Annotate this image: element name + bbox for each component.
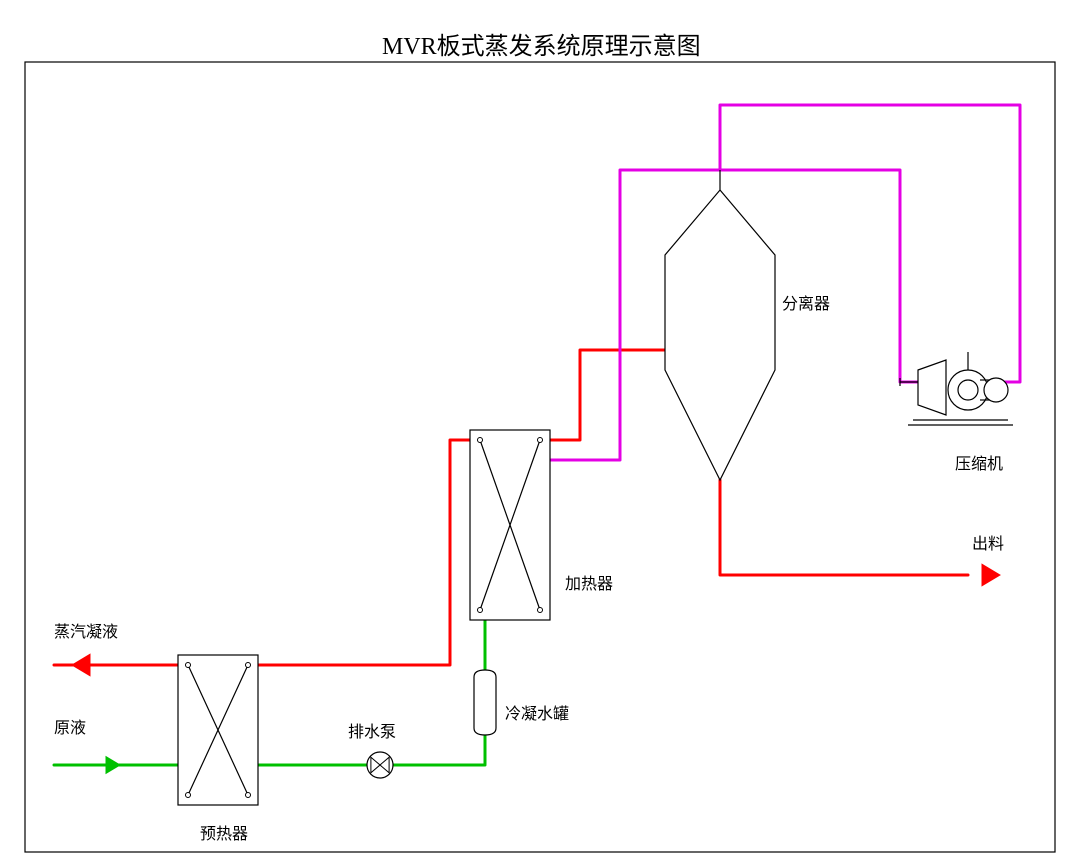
label-separator: 分离器 bbox=[782, 290, 830, 314]
label-heater: 加热器 bbox=[565, 570, 613, 594]
label-condensate: 蒸汽凝液 bbox=[54, 618, 118, 642]
label-feed: 原液 bbox=[54, 714, 86, 738]
label-preheater: 预热器 bbox=[200, 820, 248, 844]
diagram-title: MVR板式蒸发系统原理示意图 bbox=[382, 26, 701, 61]
label-pump: 排水泵 bbox=[348, 718, 396, 742]
label-condtank: 冷凝水罐 bbox=[505, 700, 569, 724]
label-discharge: 出料 bbox=[972, 530, 1004, 554]
label-compressor: 压缩机 bbox=[955, 450, 1003, 474]
